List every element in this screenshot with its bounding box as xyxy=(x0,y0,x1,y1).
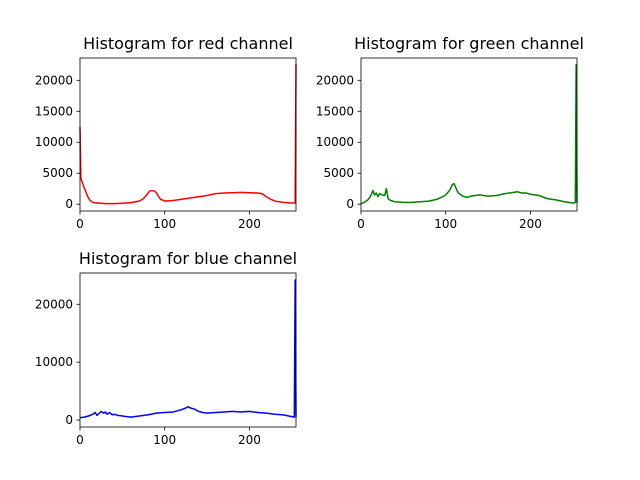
red-y-tick-label: 15000 xyxy=(35,104,73,118)
green-x-tick-label: 200 xyxy=(519,217,542,231)
green-chart-title: Histogram for green channel xyxy=(354,34,584,53)
red-y-tick-label: 5000 xyxy=(42,166,73,180)
blue-x-tick-label: 0 xyxy=(76,433,84,447)
green-x-tick-label: 100 xyxy=(434,217,457,231)
green-x-tick-label: 0 xyxy=(357,217,365,231)
green-y-tick-label: 15000 xyxy=(316,104,354,118)
red-y-tick-label: 0 xyxy=(65,197,73,211)
blue-channel-panel: Histogram for blue channel 0 100 200 0 10000 2… xyxy=(35,249,297,447)
red-x-tick-label: 200 xyxy=(238,217,261,231)
red-x-tick-label: 0 xyxy=(76,217,84,231)
blue-y-tick-label: 0 xyxy=(65,413,73,427)
green-y-tick-label: 5000 xyxy=(323,166,354,180)
green-y-tick-label: 0 xyxy=(346,197,354,211)
blue-series-line xyxy=(79,279,297,419)
blue-chart-title: Histogram for blue channel xyxy=(79,249,297,268)
green-y-tick-label: 20000 xyxy=(316,73,354,87)
red-chart-title: Histogram for red channel xyxy=(83,34,293,53)
red-axes-frame xyxy=(79,57,297,212)
blue-x-tick-label: 200 xyxy=(238,433,261,447)
blue-axes-frame xyxy=(79,272,297,428)
green-channel-panel: Histogram for green channel 0 100 200 0 5000 1… xyxy=(316,34,584,231)
green-series-line xyxy=(360,64,578,205)
blue-y-tick-label: 10000 xyxy=(35,355,73,369)
red-channel-panel: Histogram for red channel 0 100 200 0 5000 100… xyxy=(35,34,297,231)
green-axes-frame xyxy=(360,57,578,212)
red-y-tick-label: 20000 xyxy=(35,73,73,87)
red-y-tick-label: 10000 xyxy=(35,135,73,149)
blue-y-tick-label: 20000 xyxy=(35,297,73,311)
red-x-tick-label: 100 xyxy=(153,217,176,231)
blue-x-tick-label: 100 xyxy=(153,433,176,447)
green-y-tick-label: 10000 xyxy=(316,135,354,149)
red-series-line xyxy=(79,64,297,205)
